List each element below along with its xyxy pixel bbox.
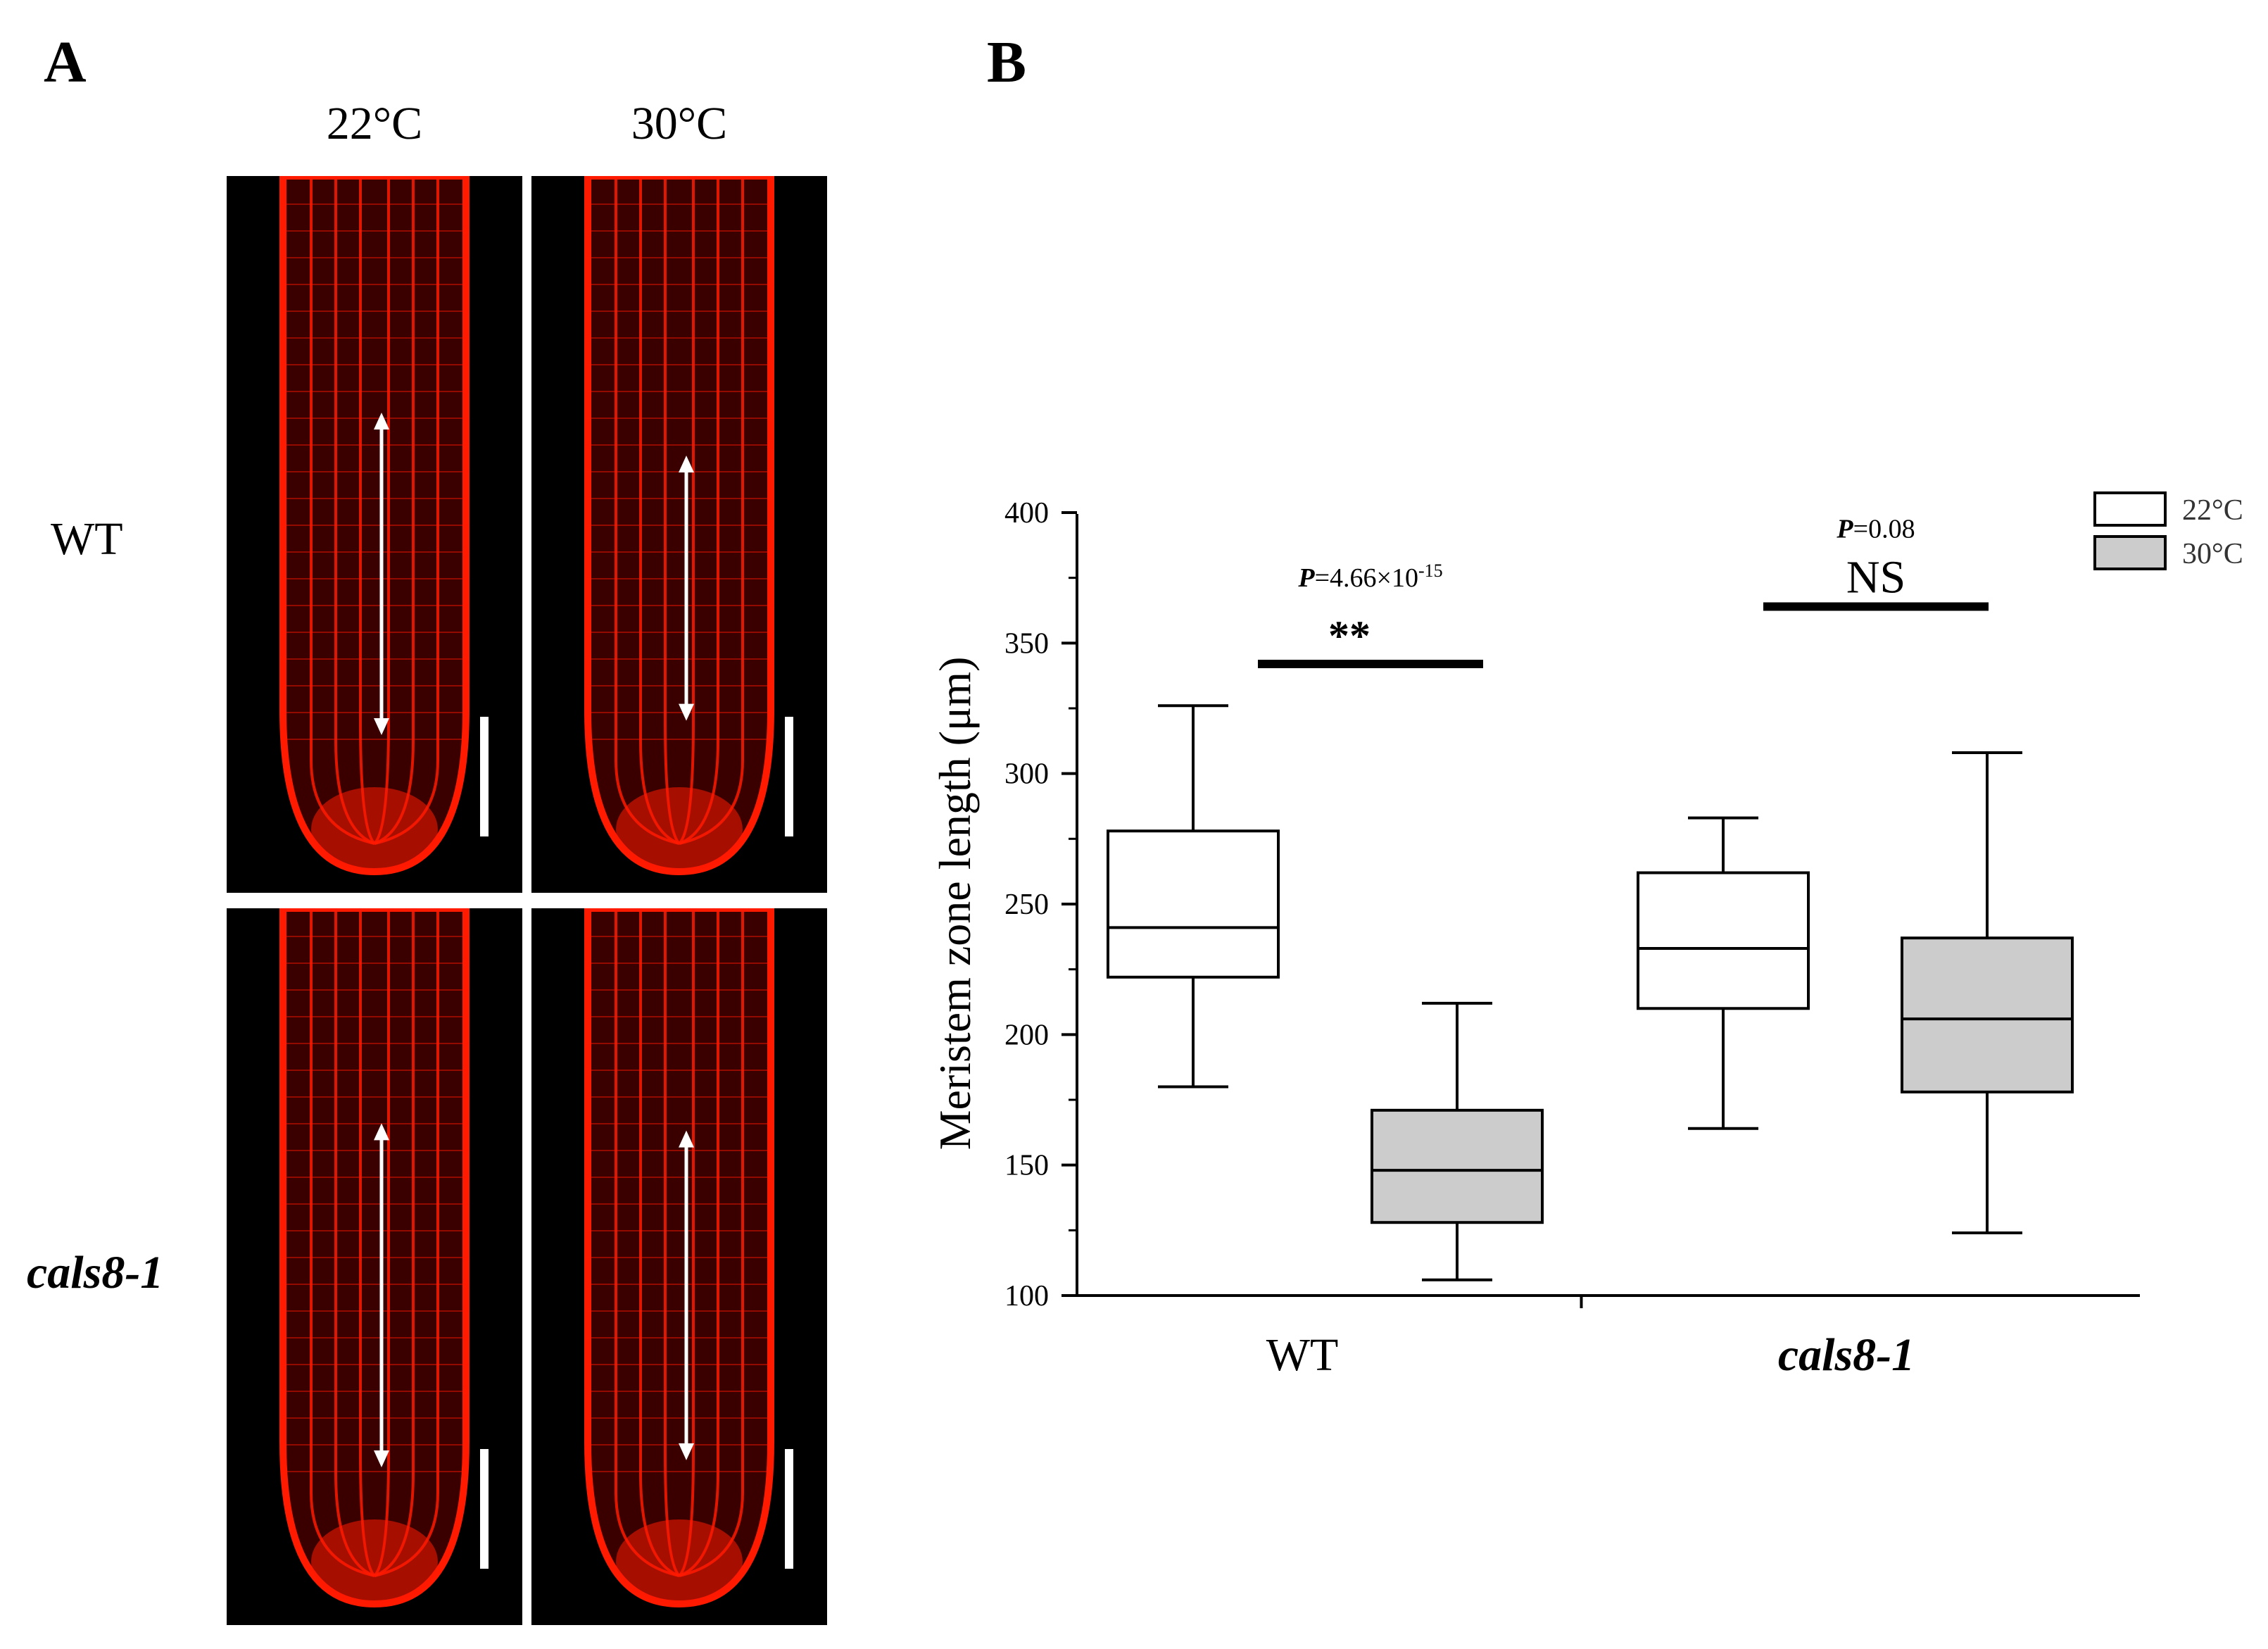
micrograph-cals8-1-30c bbox=[531, 908, 827, 1625]
column-header-22c: 22°C bbox=[326, 98, 423, 149]
y-tick-label: 250 bbox=[1004, 889, 1049, 921]
scale-bar bbox=[480, 1449, 489, 1569]
arrow-head-down bbox=[374, 718, 389, 736]
root-micrograph bbox=[584, 908, 793, 1608]
x-category-label: WT bbox=[1266, 1329, 1339, 1381]
micrograph-cals8-1-22c bbox=[227, 908, 522, 1625]
legend-swatch bbox=[2093, 535, 2167, 570]
arrow-head-up bbox=[374, 1123, 389, 1141]
panel-b-label: B bbox=[987, 30, 1027, 95]
arrow-head-up bbox=[679, 456, 694, 473]
y-axis-title: Meristem zone length (μm) bbox=[930, 657, 980, 1150]
root-outline bbox=[584, 908, 774, 1608]
box-22°C-cals8-1 bbox=[1637, 816, 1810, 1130]
box-iqr bbox=[1107, 829, 1280, 979]
root-cap bbox=[311, 1519, 438, 1604]
root-cap bbox=[616, 787, 743, 872]
y-tick-label: 350 bbox=[1004, 627, 1049, 660]
p-value-label: P=4.66×10-15 bbox=[1297, 560, 1442, 593]
arrow-head-down bbox=[679, 1443, 694, 1460]
scale-bar bbox=[480, 717, 489, 836]
panel-a-label: A bbox=[44, 30, 87, 95]
y-tick-label: 400 bbox=[1004, 497, 1049, 529]
root-micrograph bbox=[584, 176, 793, 876]
scale-bar bbox=[785, 717, 793, 836]
arrow-head-down bbox=[374, 1450, 389, 1468]
micrograph-wt-22c bbox=[227, 176, 522, 893]
box-plot-chart: 100 150 200 250 300 350 400 Meristem zone lengt… bbox=[930, 491, 2243, 1381]
y-tick-label: 300 bbox=[1004, 758, 1049, 791]
root-cap bbox=[616, 1519, 743, 1604]
root-micrograph bbox=[279, 908, 489, 1608]
legend-label: 30°C bbox=[2182, 538, 2243, 570]
arrow-head-down bbox=[679, 703, 694, 721]
significance-label: ** bbox=[1328, 613, 1371, 659]
root-cap bbox=[311, 787, 438, 872]
row-header-wt: WT bbox=[51, 513, 123, 565]
scale-bar bbox=[785, 1449, 793, 1569]
arrow-head-up bbox=[374, 412, 389, 430]
micrograph-wt-30c bbox=[531, 176, 827, 893]
significance-label: NS bbox=[1846, 551, 1905, 603]
arrow-head-up bbox=[679, 1130, 694, 1148]
y-tick-label: 150 bbox=[1004, 1150, 1049, 1182]
y-tick-label: 100 bbox=[1004, 1280, 1049, 1312]
p-value-label: P=0.08 bbox=[1836, 514, 1915, 544]
box-iqr bbox=[1371, 1108, 1544, 1224]
box-30°C-WT bbox=[1371, 1001, 1544, 1281]
y-tick-label: 200 bbox=[1004, 1019, 1049, 1051]
legend-label: 22°C bbox=[2182, 494, 2243, 527]
box-iqr bbox=[1901, 936, 2074, 1093]
row-header-cals8-1: cals8-1 bbox=[27, 1247, 164, 1298]
x-category-label: cals8-1 bbox=[1778, 1329, 1915, 1381]
box-22°C-WT bbox=[1107, 704, 1280, 1089]
box-iqr bbox=[1637, 871, 1810, 1010]
box-30°C-cals8-1 bbox=[1901, 751, 2074, 1235]
root-outline bbox=[279, 908, 470, 1608]
column-header-30c: 30°C bbox=[631, 98, 728, 149]
legend-swatch bbox=[2093, 491, 2167, 527]
root-micrograph bbox=[279, 176, 489, 876]
